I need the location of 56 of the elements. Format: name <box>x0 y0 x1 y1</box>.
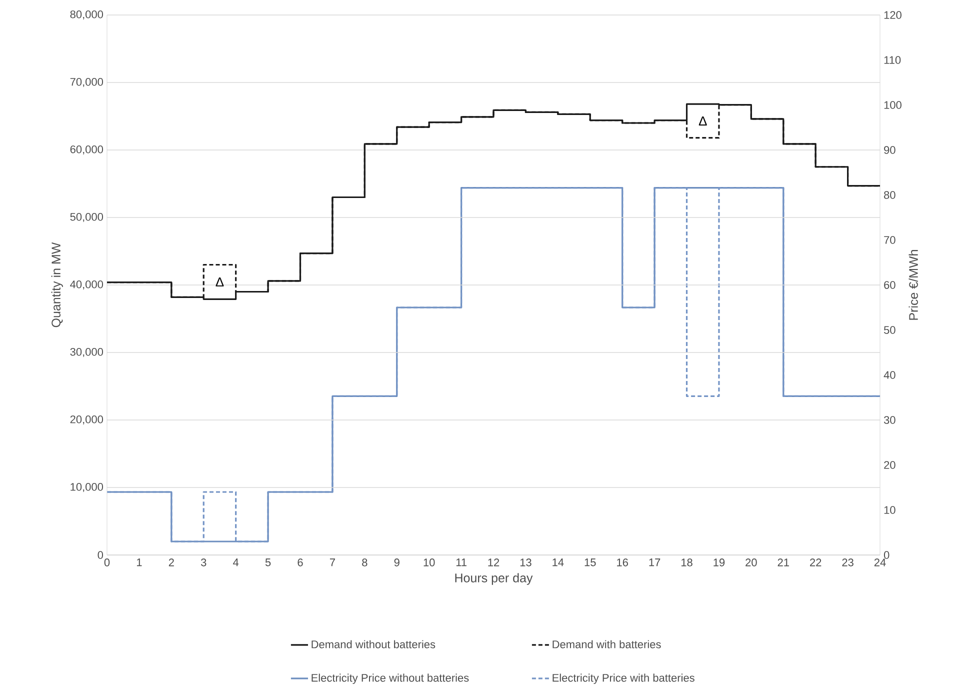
y2-tick-label: 60 <box>884 281 896 289</box>
x-tick-label: 2 <box>168 558 174 566</box>
x-tick-label: 24 <box>874 558 886 566</box>
y2-tick-label: 10 <box>884 506 896 514</box>
x-tick-label: 4 <box>233 558 239 566</box>
y-tick-label: 10,000 <box>70 482 104 492</box>
x-tick-label: 22 <box>810 558 822 566</box>
legend-label: Demand with batteries <box>552 640 661 648</box>
y-axis-title: Quantity in MW <box>51 242 63 328</box>
y2-tick-label: 50 <box>884 326 896 334</box>
annotation: Δ <box>698 116 707 126</box>
y2-tick-label: 20 <box>884 461 896 469</box>
annotation: Δ <box>216 277 224 286</box>
y2-tick-label: 90 <box>884 146 896 154</box>
y2-tick-label: 100 <box>884 101 902 109</box>
x-tick-label: 14 <box>552 558 564 566</box>
y2-tick-label: 30 <box>884 416 896 424</box>
y-tick-label: 30,000 <box>70 348 104 358</box>
legend-label: Electricity Price without batteries <box>312 674 469 684</box>
x-tick-label: 17 <box>649 558 660 566</box>
y2-tick-label: 40 <box>884 371 896 379</box>
legend-label: Demand without batteries <box>312 640 436 648</box>
y-tick-label: 20,000 <box>70 415 104 425</box>
x-tick-label: 18 <box>681 558 692 566</box>
x-tick-label: 13 <box>520 558 532 566</box>
y-tick-label: 0 <box>98 551 104 559</box>
y2-tick-label: 110 <box>884 56 901 64</box>
x-tick-label: 7 <box>330 558 335 566</box>
y2-tick-label: 80 <box>884 191 896 199</box>
x-tick-label: 20 <box>746 558 757 566</box>
x-tick-label: 8 <box>362 558 368 566</box>
x-tick-label: 16 <box>617 558 628 566</box>
x-tick-label: 19 <box>714 558 725 566</box>
y-tick-label: 50,000 <box>70 212 104 222</box>
x-tick-label: 21 <box>778 558 789 566</box>
x-tick-label: 1 <box>136 558 142 566</box>
x-tick-label: 12 <box>488 558 500 566</box>
x-tick-label: 5 <box>265 558 271 566</box>
y2-tick-label: 120 <box>884 11 902 19</box>
x-tick-label: 15 <box>584 558 596 566</box>
y-tick-label: 80,000 <box>70 10 104 20</box>
y-tick-label: 40,000 <box>70 280 104 290</box>
x-tick-label: 6 <box>298 558 303 566</box>
legend-label: Electricity Price with batteries <box>552 674 694 684</box>
x-tick-label: 23 <box>842 558 854 566</box>
x-tick-label: 11 <box>456 558 466 566</box>
y2-axis-title: Price €/MWh <box>908 250 918 320</box>
x-tick-label: 0 <box>104 558 110 566</box>
y2-tick-label: 0 <box>884 551 890 559</box>
y-tick-label: 60,000 <box>70 145 104 155</box>
x-axis-title: Hours per day <box>455 573 533 585</box>
x-tick-label: 9 <box>394 558 400 566</box>
x-tick-label: 10 <box>424 558 435 566</box>
y2-tick-label: 70 <box>884 236 896 244</box>
x-tick-label: 3 <box>200 558 206 566</box>
y-tick-label: 70,000 <box>70 78 104 88</box>
